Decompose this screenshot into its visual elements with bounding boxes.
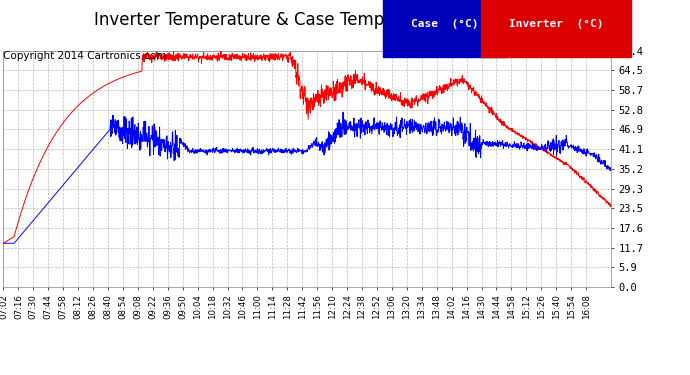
Text: Case  (°C): Case (°C)	[411, 20, 478, 29]
Text: Inverter Temperature & Case Temperature Sat Nov 29 16:31: Inverter Temperature & Case Temperature …	[95, 11, 595, 29]
Text: Inverter  (°C): Inverter (°C)	[509, 20, 603, 29]
Text: Copyright 2014 Cartronics.com: Copyright 2014 Cartronics.com	[3, 51, 167, 61]
